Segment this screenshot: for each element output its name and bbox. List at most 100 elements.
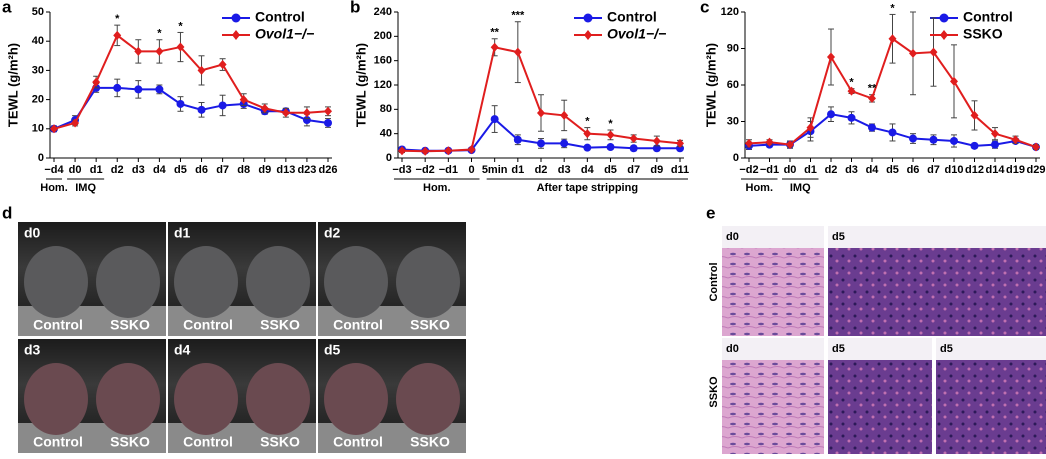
marker [847,113,856,122]
x-tick-label: d11 [671,164,689,176]
marker [421,146,430,156]
group-label: Hom. [746,182,774,194]
marker [929,135,938,144]
marker [970,110,979,120]
y-tick-label: 40 [380,128,392,140]
marker [176,99,185,108]
photo-label: Control [33,434,83,450]
photo-label: SSKO [110,317,150,333]
y-tick-label: 160 [374,55,392,67]
marker [513,135,522,144]
x-tick-label: d3 [558,164,571,176]
marker [806,123,815,133]
legend-label: SSKO [963,26,1003,42]
marker [991,140,999,149]
marker [92,77,101,87]
marker [490,42,499,52]
marker [50,124,58,134]
y-axis-label: TEWL (g/m²h) [5,43,20,127]
marker [765,137,774,147]
x-tick-label: d5 [604,164,617,176]
significance: * [585,115,590,127]
marker [398,146,406,156]
marker [629,134,638,144]
x-tick-label: d26 [319,164,338,176]
marker [652,136,661,146]
marker [513,47,522,57]
marker [71,118,80,128]
y-tick-label: 30 [727,115,739,127]
x-tick-label: −d2 [416,164,435,176]
legend-marker [232,30,240,40]
marker [1011,135,1020,145]
significance: ** [868,83,877,95]
marker [218,60,227,70]
marker [302,108,311,118]
photo-day: d1 [174,225,191,241]
y-tick-label: 90 [727,42,739,54]
x-tick-label: 5min [482,164,508,176]
photo-label: Control [183,434,233,450]
marker [676,138,684,148]
skin [246,246,310,318]
panel-label: a [2,0,12,16]
histology-day: d5 [940,343,953,355]
marker [324,106,332,116]
x-tick-label: d19 [1006,164,1025,176]
marker [606,130,615,140]
marker [490,115,499,124]
x-tick-label: d7 [627,164,640,176]
y-tick-label: 20 [32,94,44,106]
marker [134,46,143,56]
marker [868,123,876,132]
marker [991,129,999,139]
photo-label: Control [333,434,383,450]
skin [24,363,88,435]
y-tick-label: 240 [374,6,392,18]
marker [239,95,248,105]
marker [260,103,269,113]
histology-top [722,226,824,248]
x-tick-label: d3 [845,164,858,176]
legend-marker [939,13,949,23]
x-tick-label: −d1 [439,164,458,176]
marker [155,85,164,94]
legend-label: Control [963,9,1013,25]
legend-marker [583,13,593,23]
photo-day: d5 [324,342,341,358]
photo-label: Control [333,317,383,333]
y-tick-label: 50 [32,6,44,18]
x-tick-label: d6 [195,164,208,176]
photo-label: Control [33,317,83,333]
marker [560,139,569,148]
skin [174,246,238,318]
y-tick-label: 0 [386,152,392,164]
histology-day: d0 [726,343,739,355]
legend-label: Control [607,9,657,25]
skin [324,363,388,435]
skin [396,363,460,435]
x-tick-label: d0 [69,164,82,176]
legend-marker [584,30,592,40]
marker [324,118,332,127]
marker [176,42,185,52]
marker [745,138,753,148]
x-tick-label: d4 [866,164,880,176]
marker [1032,142,1040,152]
legend-label: Control [255,9,305,25]
y-tick-label: 30 [32,64,44,76]
legend-marker [231,13,241,23]
marker [606,143,615,152]
marker [970,141,979,150]
marker [888,34,897,44]
photo-day: d4 [174,342,191,358]
photo-day: d0 [24,225,41,241]
marker [537,139,545,148]
group-label: Hom. [423,182,451,194]
photo-label: SSKO [260,434,300,450]
y-axis-label: TEWL (g/m²h) [703,43,718,127]
y-tick-label: 0 [38,152,44,164]
row-label: SSKO [708,376,720,408]
x-tick-label: d23 [297,164,316,176]
